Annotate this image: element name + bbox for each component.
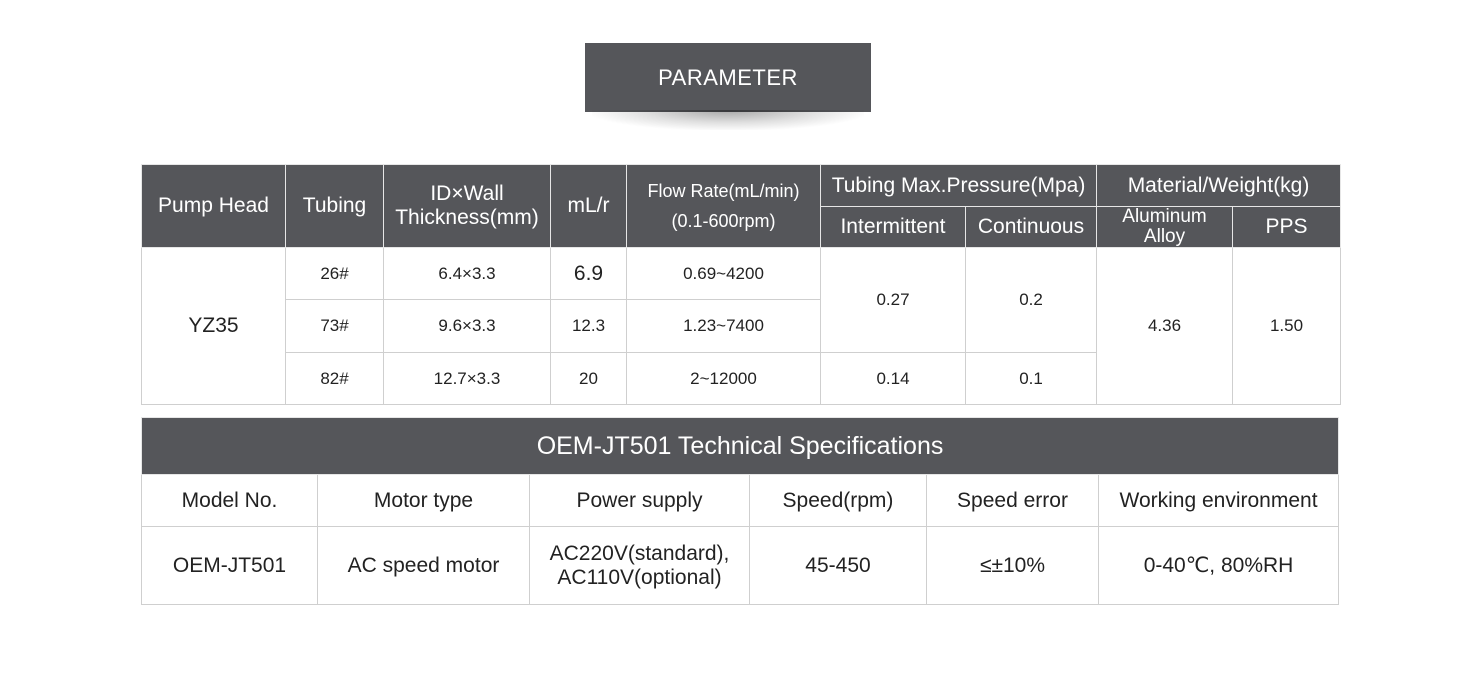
spec-model-value: OEM-JT501 xyxy=(141,526,318,605)
flow-rate-cell: 2~12000 xyxy=(626,352,821,405)
pump-parameter-table: Pump Head Tubing ID×Wall Thickness(mm) m… xyxy=(141,164,1342,405)
spec-header-speed: Speed(rpm) xyxy=(749,474,927,527)
spec-environment-value: 0-40℃, 80%RH xyxy=(1097,526,1340,605)
spec-header-environment: Working environment xyxy=(1097,474,1340,527)
spec-header-power: Power supply xyxy=(529,474,750,527)
spec-header-motor: Motor type xyxy=(317,474,530,527)
ml-r-cell: 20 xyxy=(550,352,627,405)
spec-table-title: OEM-JT501 Technical Specifications xyxy=(140,417,1340,475)
spec-speed-error-value: ≤±10% xyxy=(926,526,1099,605)
header-aluminum-line2: Alloy xyxy=(1143,226,1186,247)
header-flow-rate-line2: (0.1-600rpm) xyxy=(671,211,776,231)
header-flow-rate-line1: Flow Rate(mL/min) xyxy=(647,181,800,201)
parameter-banner: PARAMETER xyxy=(585,43,871,112)
header-id-wall-line2: Thickness(mm) xyxy=(395,206,539,229)
flow-rate-cell: 1.23~7400 xyxy=(626,299,821,353)
header-continuous: Continuous xyxy=(964,206,1098,248)
banner-title: PARAMETER xyxy=(658,64,798,90)
technical-specifications-table: OEM-JT501 Technical Specifications Model… xyxy=(140,417,1340,605)
aluminum-weight-cell: 4.36 xyxy=(1096,247,1234,405)
header-intermittent: Intermittent xyxy=(820,206,966,248)
spec-header-speed-error: Speed error xyxy=(926,474,1099,527)
spec-power-line1: AC220V(standard), xyxy=(549,541,730,565)
header-id-wall-line1: ID×Wall xyxy=(430,182,504,205)
ml-r-cell: 6.9 xyxy=(550,247,627,300)
id-wall-cell: 9.6×3.3 xyxy=(383,299,551,353)
tubing-cell: 26# xyxy=(285,247,384,300)
spec-power-value: AC220V(standard), AC110V(optional) xyxy=(529,526,750,605)
header-id-wall: ID×Wall Thickness(mm) xyxy=(383,164,551,248)
continuous-pressure-cell: 0.1 xyxy=(964,352,1098,405)
continuous-pressure-cell: 0.2 xyxy=(964,247,1098,353)
tubing-cell: 82# xyxy=(285,352,384,405)
header-pump-head: Pump Head xyxy=(141,164,286,248)
header-ml-r: mL/r xyxy=(550,164,627,248)
header-material-weight: Material/Weight(kg) xyxy=(1096,164,1342,207)
header-aluminum-line1: Aluminum xyxy=(1122,206,1207,227)
intermittent-pressure-cell: 0.27 xyxy=(820,247,966,353)
spec-header-model: Model No. xyxy=(141,474,318,527)
header-pps: PPS xyxy=(1232,206,1342,248)
header-flow-rate: Flow Rate(mL/min) (0.1-600rpm) xyxy=(626,164,821,248)
header-tubing: Tubing xyxy=(285,164,384,248)
id-wall-cell: 12.7×3.3 xyxy=(383,352,551,405)
intermittent-pressure-cell: 0.14 xyxy=(820,352,966,405)
pps-weight-cell: 1.50 xyxy=(1232,247,1342,405)
spec-power-line2: AC110V(optional) xyxy=(557,565,722,589)
flow-rate-cell: 0.69~4200 xyxy=(626,247,821,300)
spec-speed-value: 45-450 xyxy=(749,526,927,605)
pump-head-value: YZ35 xyxy=(141,247,286,405)
header-max-pressure: Tubing Max.Pressure(Mpa) xyxy=(819,164,1098,207)
spec-motor-value: AC speed motor xyxy=(317,526,530,605)
ml-r-cell: 12.3 xyxy=(550,299,627,353)
header-aluminum-alloy: Aluminum Alloy xyxy=(1096,206,1234,248)
tubing-cell: 73# xyxy=(285,299,384,353)
id-wall-cell: 6.4×3.3 xyxy=(383,247,551,300)
banner-shadow xyxy=(592,110,864,130)
